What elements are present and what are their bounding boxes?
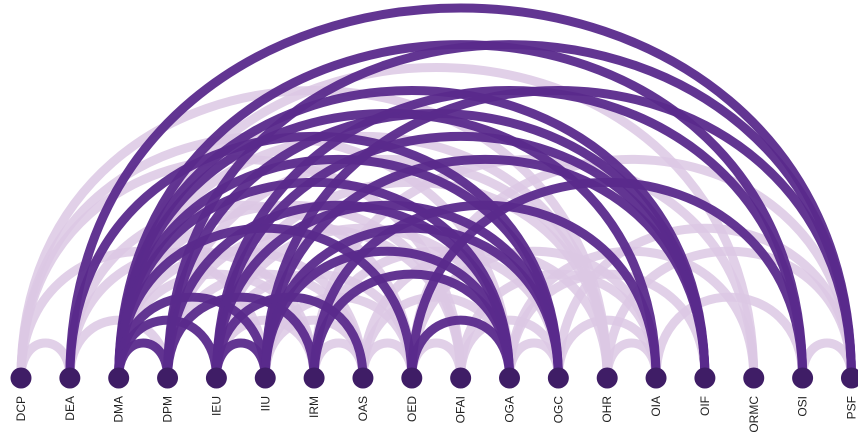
- node-label-oga: OGA: [503, 396, 517, 423]
- node-label-psf: PSF: [844, 396, 858, 419]
- node-dea[interactable]: [59, 367, 81, 389]
- node-oed[interactable]: [401, 367, 423, 389]
- arc-link-iiu-oif: [260, 154, 710, 383]
- node-label-ieu: IEU: [209, 396, 223, 416]
- node-oas[interactable]: [352, 367, 374, 389]
- node-label-oia: OIA: [649, 396, 663, 417]
- node-label-ormc: ORMC: [747, 396, 761, 433]
- arc-link-oed-oga: [407, 315, 514, 383]
- node-dma[interactable]: [108, 367, 130, 389]
- node-ofai[interactable]: [450, 367, 472, 389]
- arc-link-dpm-irm: [163, 292, 319, 383]
- node-label-irm: IRM: [307, 396, 321, 418]
- node-label-dea: DEA: [63, 396, 77, 421]
- node-label-iiu: IIU: [258, 396, 272, 411]
- node-dcp[interactable]: [10, 367, 32, 389]
- node-psf[interactable]: [840, 367, 858, 389]
- node-oif[interactable]: [694, 367, 716, 389]
- node-ormc[interactable]: [743, 367, 765, 389]
- node-oga[interactable]: [499, 367, 520, 389]
- node-label-dpm: DPM: [161, 396, 175, 423]
- arc-link-dpm-psf: [163, 40, 856, 383]
- strong-links-layer: [65, 3, 856, 383]
- node-label-ogc: OGC: [551, 396, 565, 424]
- arc-link-iiu-psf: [260, 86, 856, 383]
- labels-layer: DCP DEA DMA DPM IEU IIU IRM OAS OED OFAI OGA OGC OHR…: [14, 396, 858, 433]
- node-label-osi: OSI: [796, 396, 810, 417]
- arc-link-irm-ormc: [309, 154, 759, 383]
- node-label-oif: OIF: [698, 396, 712, 416]
- arc-link-irm-oia: [309, 200, 661, 383]
- node-dpm[interactable]: [157, 367, 179, 389]
- node-label-oas: OAS: [356, 396, 370, 421]
- node-osi[interactable]: [792, 367, 814, 389]
- node-label-oed: OED: [405, 396, 419, 422]
- node-ohr[interactable]: [596, 367, 618, 389]
- node-label-ofai: OFAI: [454, 396, 468, 423]
- node-label-ohr: OHR: [600, 396, 614, 423]
- node-oia[interactable]: [645, 367, 667, 389]
- arc-link-oed-osi: [407, 178, 808, 383]
- arc-link-irm-oga: [309, 269, 514, 383]
- node-irm[interactable]: [303, 367, 325, 389]
- arc-link-ohr-psf: [602, 246, 856, 383]
- node-ieu[interactable]: [205, 367, 227, 389]
- nodes-layer: [10, 367, 858, 389]
- node-label-dma: DMA: [112, 396, 126, 423]
- node-iiu[interactable]: [254, 367, 276, 389]
- node-ogc[interactable]: [547, 367, 569, 389]
- node-label-dcp: DCP: [14, 396, 28, 421]
